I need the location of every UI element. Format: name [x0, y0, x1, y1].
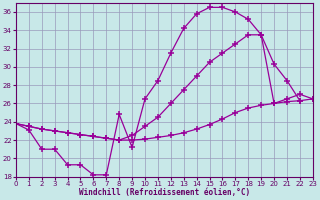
X-axis label: Windchill (Refroidissement éolien,°C): Windchill (Refroidissement éolien,°C) — [79, 188, 250, 197]
